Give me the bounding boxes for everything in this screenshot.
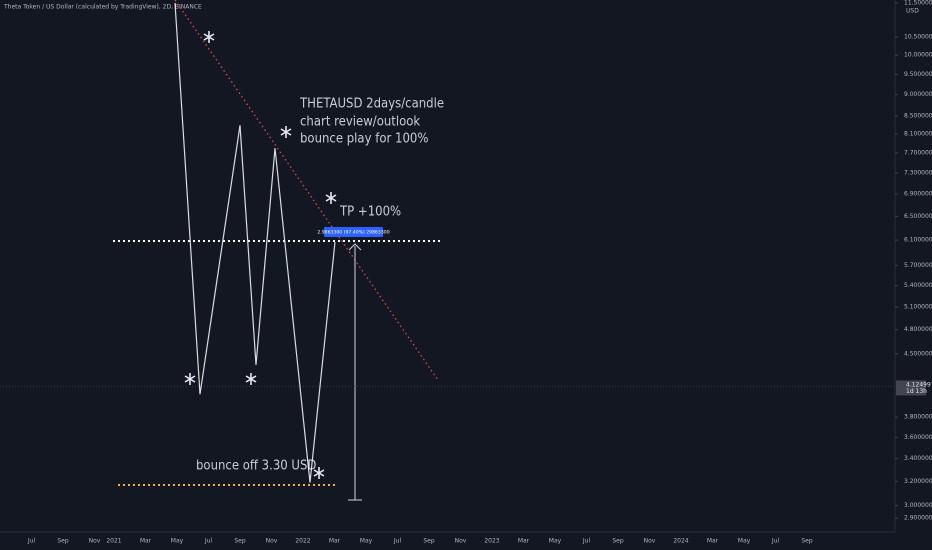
y-tick-label: 10.5000000 <box>904 33 932 40</box>
x-tick-label: Nov <box>455 538 467 545</box>
y-tick-label: 5.4000000 <box>904 282 932 289</box>
zigzag-line <box>174 2 336 483</box>
x-tick-label: 2024 <box>673 538 688 545</box>
last-price-label: 4.1249977 <box>906 381 932 388</box>
chart-title: Theta Token / US Dollar (calculated by T… <box>3 4 202 11</box>
y-tick-label: 5.1000000 <box>904 304 932 311</box>
x-tick-label: May <box>171 538 184 545</box>
annotation: bounce play for 100% <box>300 132 428 147</box>
y-tick-label: 11.5000000 <box>904 0 932 6</box>
y-tick-label: 3.2000000 <box>904 478 932 485</box>
measure-box <box>324 227 383 237</box>
measure-arrow <box>348 243 362 251</box>
annotation: chart review/outlook <box>300 115 420 130</box>
y-tick-label: 3.8000000 <box>904 414 932 421</box>
y-tick-label: 6.5000000 <box>904 213 932 220</box>
y-tick-label: 2.9000000 <box>904 515 932 522</box>
y-tick-label: 7.7000000 <box>904 149 932 156</box>
x-tick-label: 2021 <box>106 538 121 545</box>
y-tick-label: 3.0000000 <box>904 502 932 509</box>
y-tick-label: 7.3000000 <box>904 169 932 176</box>
x-tick-label: Jul <box>582 538 591 545</box>
x-tick-label: 2022 <box>295 538 310 545</box>
y-tick-label: 4.5000000 <box>904 350 932 357</box>
x-tick-label: Sep <box>234 538 246 545</box>
x-tick-label: 2023 <box>484 538 499 545</box>
last-price-box <box>896 380 926 396</box>
y-tick-label: 6.1000000 <box>904 237 932 244</box>
asterisks <box>184 31 337 479</box>
y-tick-label: 6.9000000 <box>904 190 932 197</box>
y-tick-label: 3.6000000 <box>904 434 932 441</box>
x-tick-label: Sep <box>423 538 435 545</box>
trend-line <box>174 0 439 381</box>
x-tick-label: Mar <box>329 538 341 545</box>
x-tick-label: Mar <box>518 538 530 545</box>
annotation: THETAUSD 2days/candle <box>299 97 444 112</box>
y-tick-label: 10.0000000 <box>904 52 932 59</box>
y-tick-label: 9.0000000 <box>904 91 932 98</box>
countdown: 1d 13h <box>906 388 927 395</box>
x-tick-label: Jul <box>204 538 213 545</box>
x-tick-label: Jul <box>771 538 780 545</box>
y-tick-label: 4.8000000 <box>904 326 932 333</box>
x-tick-label: Mar <box>140 538 152 545</box>
currency: USD <box>906 8 919 15</box>
annotation: bounce off 3.30 USD <box>196 459 316 474</box>
y-tick-label: 8.5000000 <box>904 112 932 119</box>
x-tick-label: Nov <box>644 538 656 545</box>
x-tick-label: May <box>360 538 373 545</box>
x-tick-label: Sep <box>801 538 813 545</box>
x-tick-label: Sep <box>612 538 624 545</box>
x-tick-label: Mar <box>707 538 719 545</box>
x-tick-label: May <box>549 538 562 545</box>
x-tick-label: Sep <box>57 538 69 545</box>
measure-label: 2.9863300 (97.40%) 29863300 <box>317 230 389 236</box>
y-tick-label: 8.1000000 <box>904 131 932 138</box>
x-tick-label: May <box>738 538 751 545</box>
x-tick-label: Jul <box>27 538 36 545</box>
x-tick-label: Jul <box>393 538 402 545</box>
y-tick-label: 3.4000000 <box>904 455 932 462</box>
y-tick-label: 9.5000000 <box>904 71 932 78</box>
annotation: TP +100% <box>339 205 401 220</box>
x-tick-label: Nov <box>266 538 278 545</box>
x-tick-label: Nov <box>89 538 101 545</box>
y-tick-label: 5.7000000 <box>904 262 932 269</box>
